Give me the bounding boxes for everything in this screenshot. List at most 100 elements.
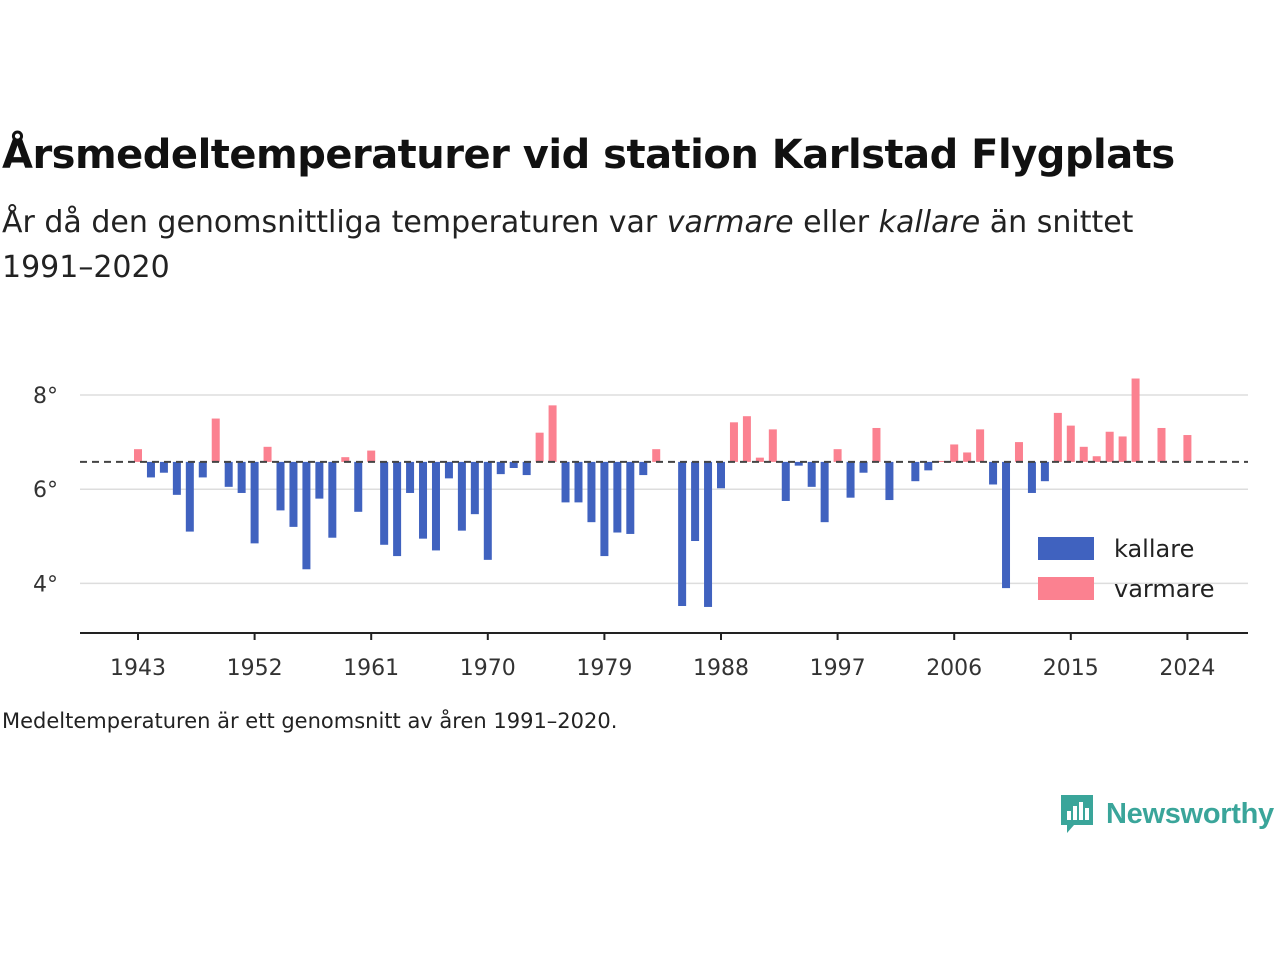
legend: kallare varmare: [1038, 535, 1215, 603]
x-tick-label: 1979: [576, 656, 632, 681]
bar-2020: [1131, 378, 1140, 462]
bar-1959: [341, 457, 350, 462]
bar-1995: [807, 461, 816, 487]
bar-1999: [859, 461, 868, 473]
bar-1993: [781, 461, 790, 501]
bar-1992: [768, 429, 777, 462]
bar-1981: [626, 461, 635, 534]
bar-1971: [496, 461, 505, 475]
bar-1957: [315, 461, 324, 499]
x-tick-label: 1988: [693, 656, 749, 681]
bar-1970: [483, 461, 492, 560]
y-tick-label: 8°: [33, 384, 58, 409]
temperature-bar-chart: 4° 6° 8° 1943 1952 1961 1970 1979 1988 1997 2006 2…: [33, 378, 1248, 681]
bar-1976: [561, 461, 570, 503]
bar-1960: [354, 461, 363, 512]
bar-1943: [134, 449, 142, 462]
bar-2015: [1066, 425, 1075, 462]
bar-1962: [380, 461, 389, 545]
bar-2010: [1002, 461, 1011, 589]
x-tick-label: 2024: [1159, 656, 1215, 681]
bar-1966: [431, 461, 440, 551]
bar-1994: [794, 461, 803, 466]
bar-2005: [937, 460, 946, 462]
bar-1969: [470, 461, 479, 515]
bar-1975: [548, 405, 557, 462]
bar-1958: [328, 461, 337, 538]
x-tick-label: 1970: [460, 656, 516, 681]
bar-1979: [600, 461, 609, 557]
brand-name: Newsworthy: [1106, 797, 1274, 830]
bar-2013: [1040, 461, 1049, 482]
subtitle-part-3: än snittet 1991–2020: [2, 205, 1134, 285]
bar-1998: [846, 461, 855, 498]
bar-1947: [185, 461, 194, 532]
legend-swatch-varmare: [1038, 577, 1094, 600]
bar-1952: [250, 461, 259, 544]
bar-2001: [885, 461, 894, 501]
bar-1978: [587, 461, 596, 523]
bar-2006: [950, 444, 959, 462]
bar-1949: [211, 418, 220, 462]
x-tick-label: 2006: [926, 656, 982, 681]
bar-1977: [574, 461, 583, 503]
bar-1951: [237, 461, 246, 493]
bar-2017: [1092, 456, 1101, 462]
x-tick-label: 1943: [110, 656, 166, 681]
brand-logo: Newsworthy: [1058, 790, 1274, 838]
bar-2018: [1105, 431, 1114, 462]
legend-swatch-kallare: [1038, 537, 1094, 560]
bar-2016: [1079, 446, 1088, 462]
x-tick-label: 1961: [343, 656, 399, 681]
page-subtitle: År då den genomsnittliga temperaturen va…: [2, 200, 1222, 290]
bar-1963: [393, 461, 402, 557]
bar-1955: [289, 461, 298, 527]
bar-1956: [302, 461, 311, 570]
bar-1983: [652, 449, 661, 462]
bar-1967: [444, 461, 453, 479]
bar-1996: [820, 461, 829, 523]
legend-label-varmare: varmare: [1114, 575, 1215, 603]
bar-2022: [1157, 427, 1166, 462]
bar-2003: [911, 461, 920, 482]
bar-1974: [535, 432, 544, 462]
bar-2012: [1027, 461, 1036, 493]
bar-1972: [509, 461, 518, 469]
subtitle-emphasis-colder: kallare: [878, 205, 981, 240]
grid-lines: 4° 6° 8°: [33, 384, 1248, 597]
bar-1997: [833, 449, 842, 462]
bar-1964: [406, 461, 415, 493]
bar-2019: [1118, 436, 1127, 462]
bar-1948: [198, 461, 207, 478]
bar-2009: [989, 461, 998, 485]
page-title: Årsmedeltemperaturer vid station Karlsta…: [2, 132, 1175, 178]
bar-1973: [522, 461, 531, 476]
bar-1946: [172, 461, 181, 495]
bar-2011: [1014, 442, 1023, 462]
bar-2024: [1183, 435, 1192, 462]
x-tick-label: 1997: [810, 656, 866, 681]
subtitle-part-1: År då den genomsnittliga temperaturen va…: [2, 205, 667, 240]
newsworthy-logo-icon: [1061, 795, 1093, 833]
bar-1982: [639, 461, 648, 476]
subtitle-emphasis-warmer: varmare: [666, 205, 794, 240]
bar-1989: [729, 422, 738, 462]
bar-1968: [457, 461, 466, 531]
bars: [134, 378, 1192, 607]
bar-1954: [276, 461, 285, 511]
bar-1961: [367, 450, 376, 462]
bar-1944: [146, 461, 155, 478]
bar-2007: [963, 452, 972, 462]
subtitle-part-2: eller: [793, 205, 879, 240]
bar-2008: [976, 429, 985, 462]
bar-1990: [742, 416, 751, 462]
legend-label-kallare: kallare: [1114, 535, 1194, 563]
footnote: Medeltemperaturen är ett genomsnitt av å…: [2, 709, 618, 733]
bar-1965: [419, 461, 428, 539]
bar-1953: [263, 446, 272, 462]
axes: 1943 1952 1961 1970 1979 1988 1997 2006 2015 2024: [80, 460, 1248, 681]
bar-1985: [678, 461, 687, 607]
y-tick-label: 4°: [33, 572, 58, 597]
x-tick-label: 2015: [1043, 656, 1099, 681]
bar-1987: [704, 461, 713, 607]
